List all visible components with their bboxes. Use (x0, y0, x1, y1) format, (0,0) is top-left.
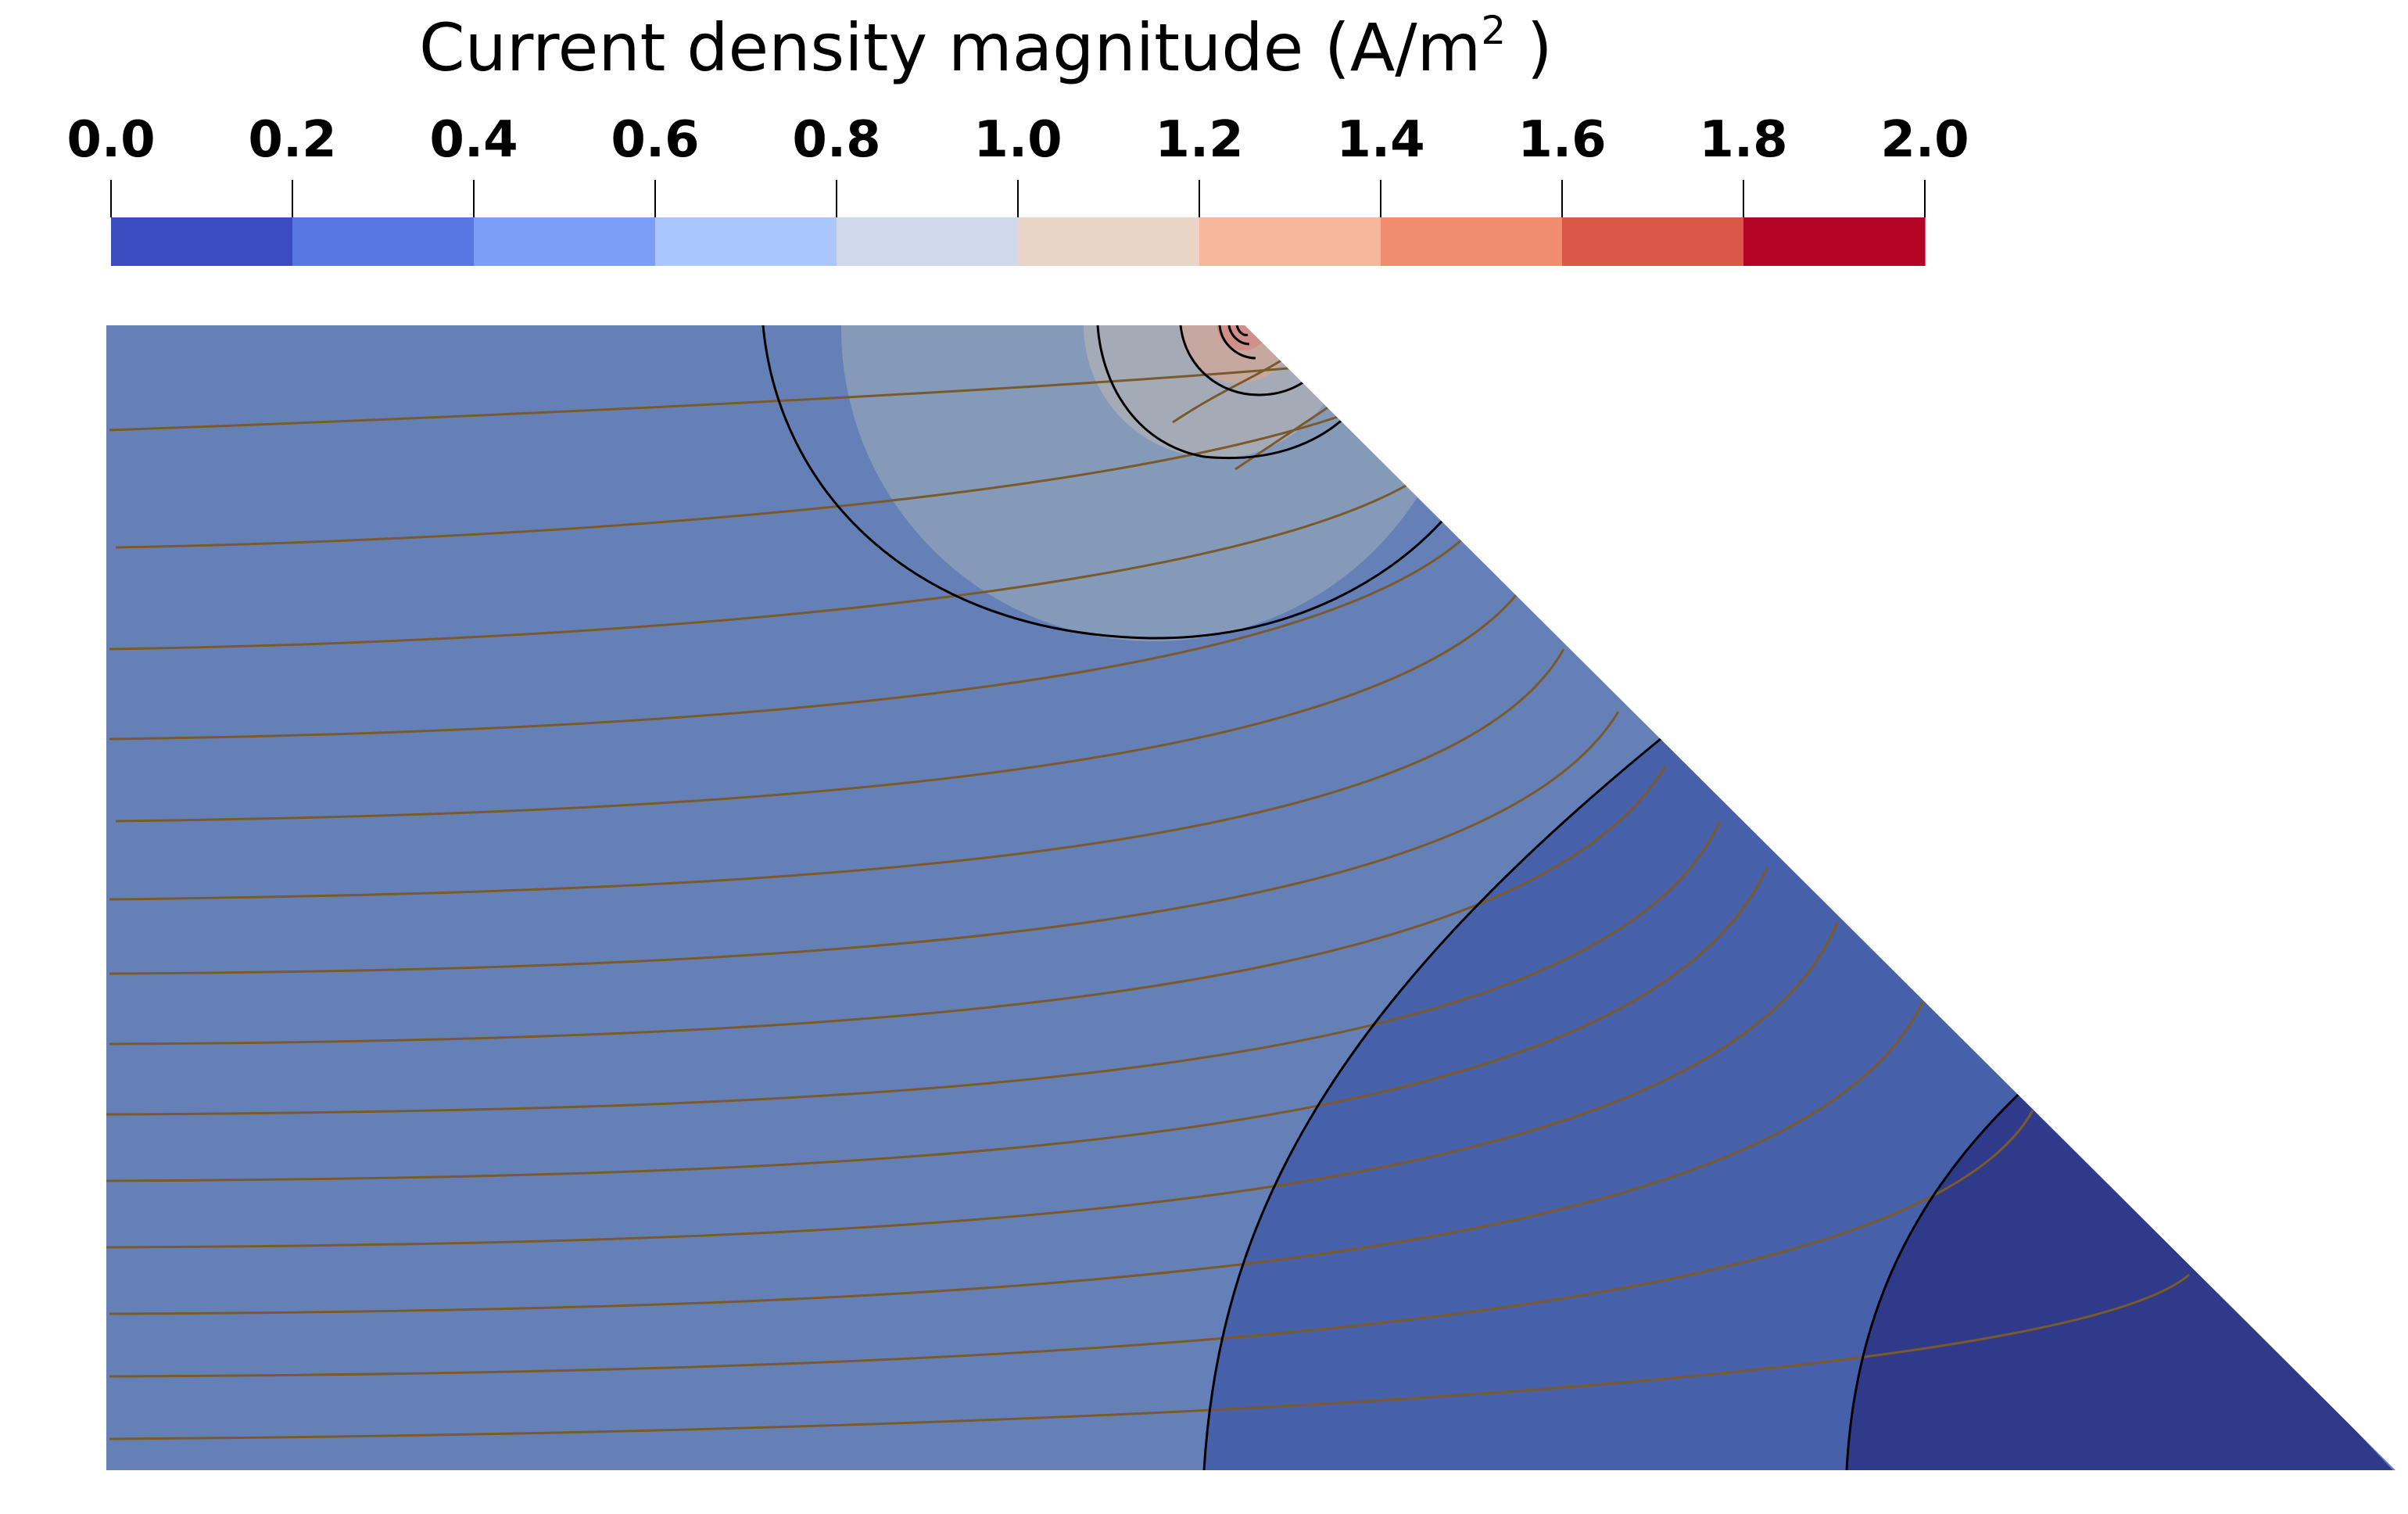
streamline (109, 711, 1620, 975)
field-region-lower-right-corner (1847, 1084, 2395, 1470)
colorbar-bin (1018, 217, 1200, 266)
contour-line (1202, 734, 1666, 1470)
colorbar-tick-label: 1.4 (1336, 111, 1424, 169)
colorbar-title-main: Current density magnitude (A/m (419, 9, 1481, 86)
colorbar-tick-label: 0.8 (792, 111, 880, 169)
colorbar-bin (474, 217, 656, 266)
colorbar-title-superscript: 2 (1481, 8, 1506, 53)
colorbar-bin (292, 217, 475, 266)
contour-lines (761, 325, 2031, 1470)
colorbar-tick-label: 0.6 (611, 111, 699, 169)
streamline (115, 594, 1518, 823)
colorbar-bin (1743, 217, 1926, 266)
colorbar-tick-labels: 0.0 0.2 0.4 0.6 0.8 1.0 1.2 1.4 1.6 1.8 2.0 (66, 111, 1969, 169)
field-region-hotspot-peak (1217, 325, 1270, 350)
streamline (115, 413, 1346, 549)
contour-line (1235, 325, 1249, 336)
colorbar-tick-label: 1.8 (1699, 111, 1787, 169)
streamline (109, 648, 1565, 901)
streamline (109, 483, 1408, 651)
colorbar-bins (111, 217, 1926, 266)
colorbar-bin (1381, 217, 1563, 266)
field-region-hotspot-core (1179, 325, 1298, 383)
colorbar-tick-label: 2.0 (1880, 111, 1969, 169)
streamline (109, 366, 1299, 432)
contour-line (1845, 1082, 2031, 1470)
colorbar-bin (655, 217, 837, 266)
streamline (109, 1000, 1925, 1315)
streamline (109, 766, 1667, 1046)
streamline (109, 1110, 2034, 1378)
colorbar-title: Current density magnitude (A/m2 ) (419, 8, 1553, 86)
colorbar-tick-label: 1.0 (973, 111, 1062, 169)
contour-line (1227, 325, 1250, 346)
colorbar-tick-label: 0.0 (66, 111, 155, 169)
contour-line (1218, 325, 1256, 360)
colorbar-tick-marks (110, 180, 1926, 217)
streamline (106, 922, 1839, 1249)
colorbar-bin (1562, 217, 1744, 266)
colorbar-tick-label: 1.6 (1518, 111, 1606, 169)
colorbar-tick-label: 1.2 (1155, 111, 1243, 169)
contour-line (761, 325, 1448, 640)
colorbar-bin (111, 217, 293, 266)
contour-line (1096, 325, 1346, 460)
colorbar-bin (837, 217, 1019, 266)
colorbar-tick-label: 0.4 (429, 111, 518, 169)
streamline (106, 867, 1768, 1182)
colorbar-bin (1199, 217, 1381, 266)
streamline (106, 820, 1722, 1116)
streamline (1172, 358, 1283, 424)
contour-line (1179, 325, 1311, 396)
streamline (109, 1273, 2190, 1440)
streamlines (106, 358, 2190, 1440)
colorbar-tick-label: 0.2 (248, 111, 336, 169)
colorbar-title-close: ) (1506, 9, 1552, 86)
streamline (109, 538, 1463, 741)
